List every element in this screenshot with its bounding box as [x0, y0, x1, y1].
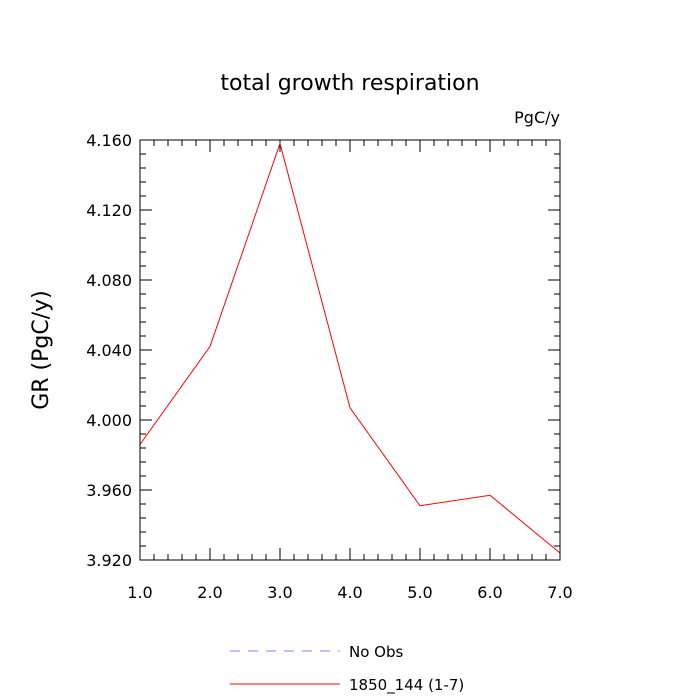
y-tick-label: 3.920: [86, 551, 132, 570]
legend-label: 1850_144 (1-7): [349, 676, 464, 695]
y-tick-label: 4.080: [86, 271, 132, 290]
y-tick-label: 3.960: [86, 481, 132, 500]
series-line: [139, 141, 561, 554]
y-tick-label: 4.000: [86, 411, 132, 430]
x-tick-label: 1.0: [127, 583, 152, 602]
legend: No Obs 1850_144 (1-7): [230, 643, 464, 695]
y-tick-labels: 3.920 3.960 4.000 4.040 4.080 4.120 4.160: [86, 131, 132, 570]
series-layer: [139, 141, 561, 554]
y-tick-label: 4.160: [86, 131, 132, 150]
x-tick-label: 7.0: [547, 583, 572, 602]
x-tick-label: 3.0: [267, 583, 292, 602]
y-tick-label: 4.120: [86, 201, 132, 220]
x-tick-label: 2.0: [197, 583, 222, 602]
legend-label: No Obs: [349, 643, 403, 661]
x-tick-label: 4.0: [337, 583, 362, 602]
chart-title: total growth respiration: [220, 71, 479, 96]
plot-frame: [139, 139, 561, 561]
y-tick-label: 4.040: [86, 341, 132, 360]
x-tick-labels: 1.0 2.0 3.0 4.0 5.0 6.0 7.0: [127, 583, 572, 602]
x-tick-label: 6.0: [477, 583, 502, 602]
units-label: PgC/y: [514, 108, 560, 127]
x-tick-label: 5.0: [407, 583, 432, 602]
axis-ticks: [139, 139, 561, 561]
y-axis-label: GR (PgC/y): [29, 290, 54, 410]
